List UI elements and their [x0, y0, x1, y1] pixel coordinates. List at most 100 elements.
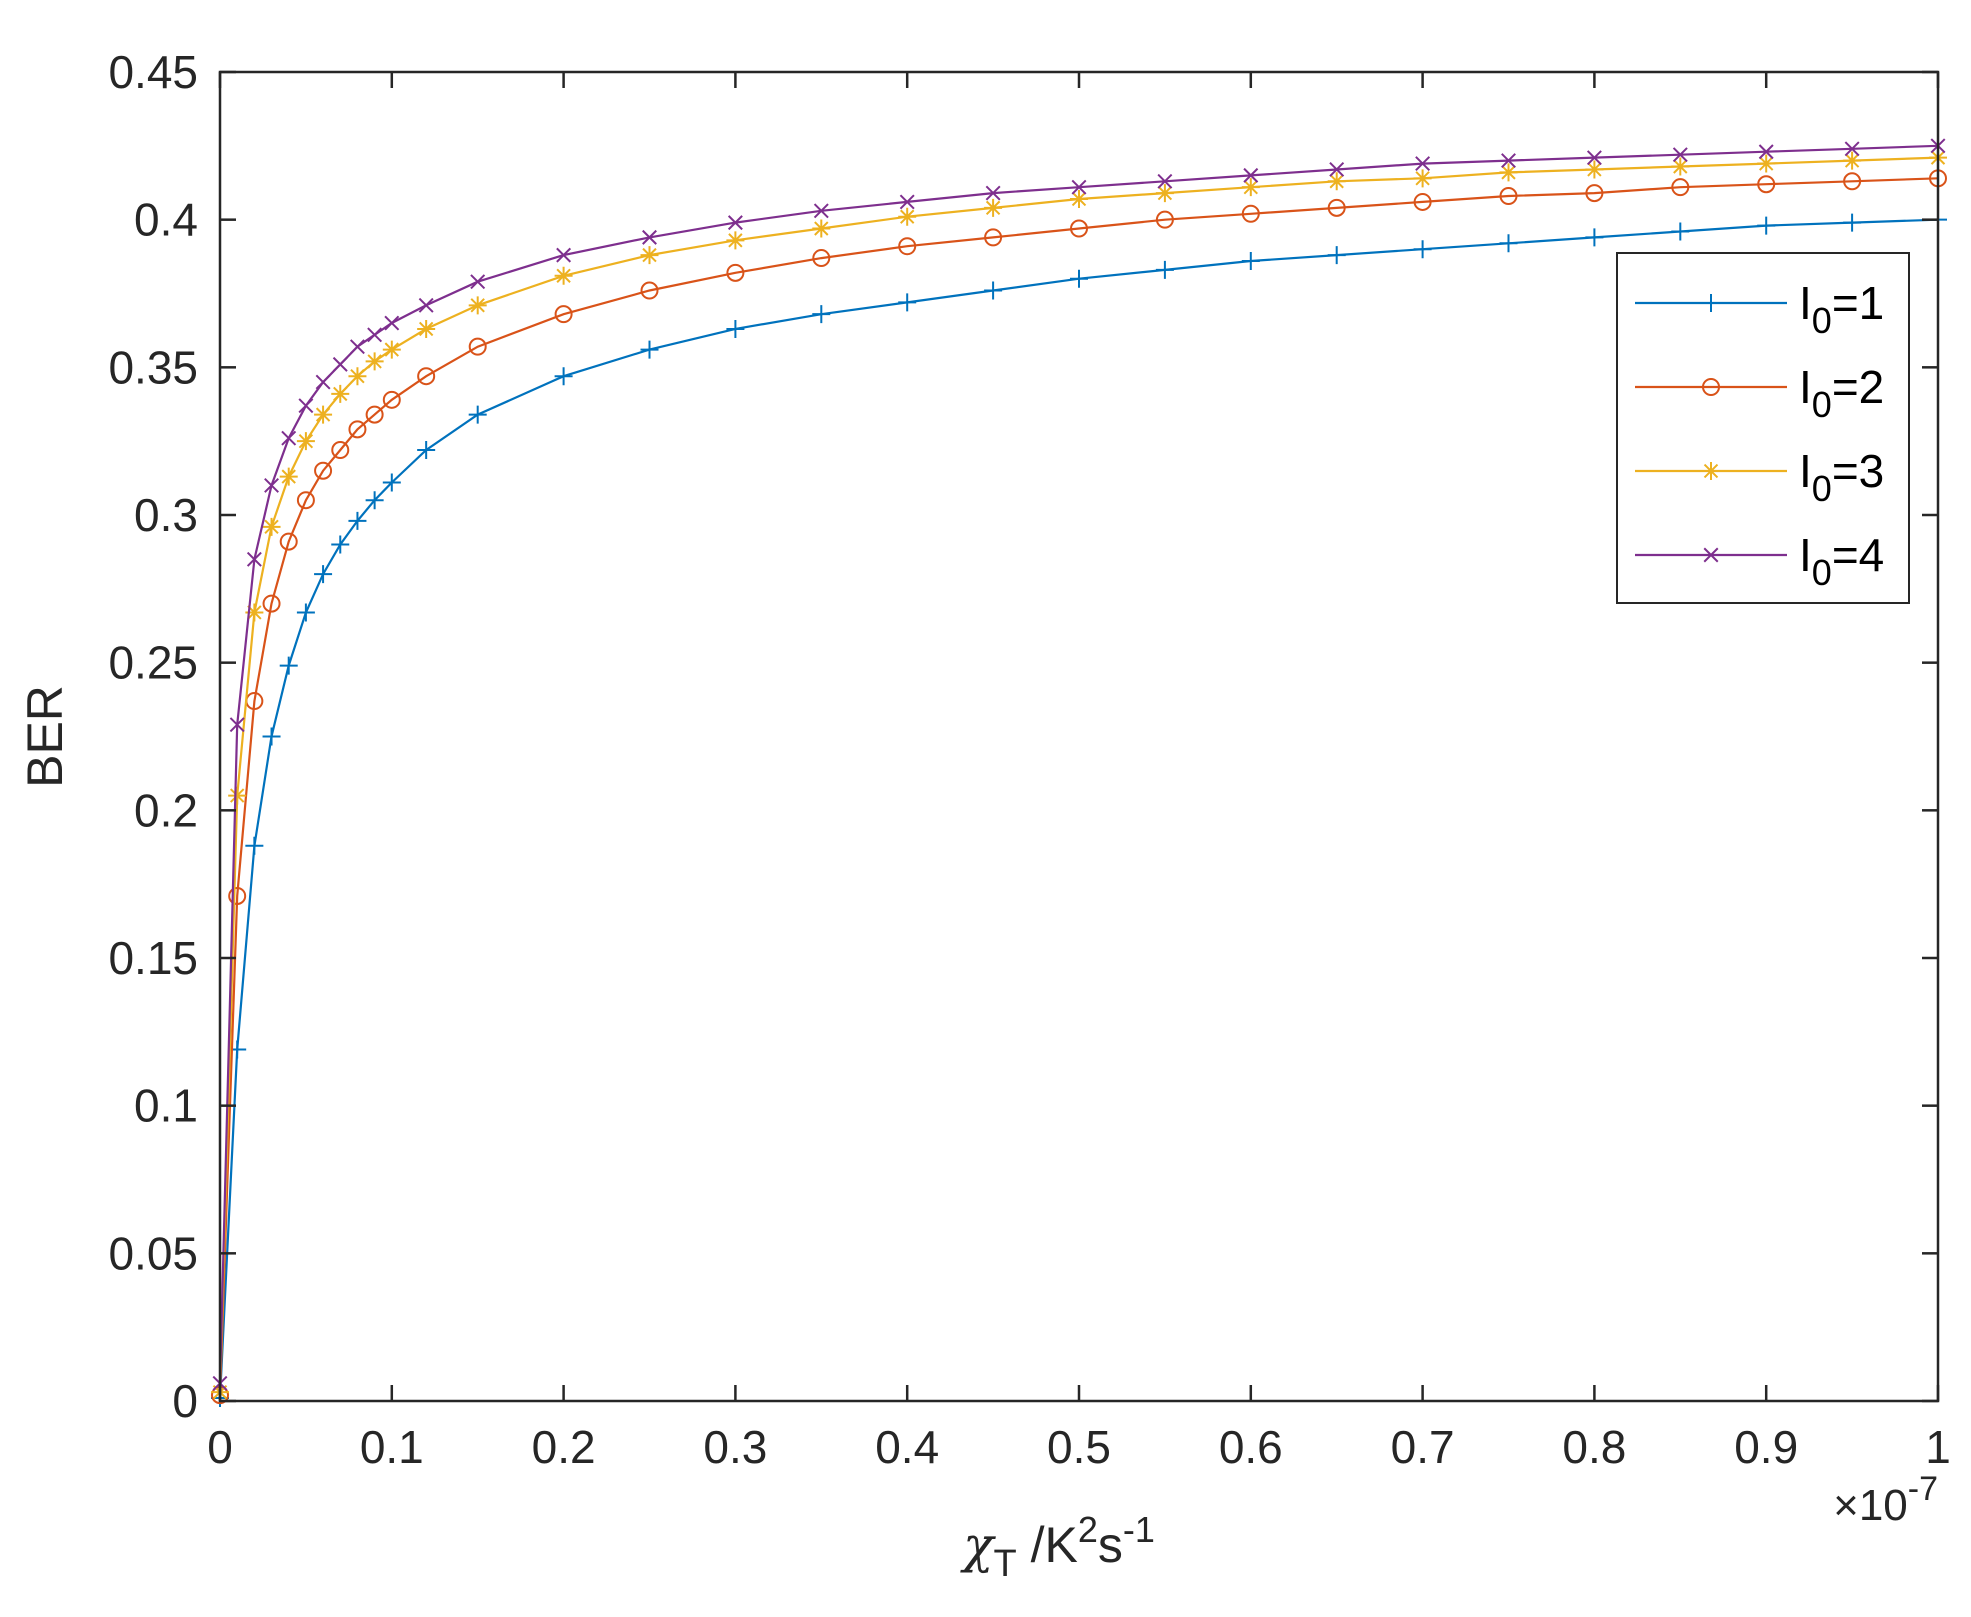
- series-point: [382, 340, 401, 359]
- series-point: [1327, 172, 1346, 191]
- series-point: [417, 441, 436, 460]
- series-point: [1241, 204, 1260, 223]
- series-point: [1757, 175, 1776, 194]
- legend-marker: [1702, 462, 1720, 480]
- x-axis-multiplier-exponent: -7: [1908, 1470, 1938, 1508]
- series-line: [218, 144, 1939, 1384]
- series-2: [211, 169, 1947, 1405]
- x-axis-multiplier: ×10-7: [1833, 1470, 1938, 1530]
- series-point: [279, 656, 298, 675]
- data-curves: [211, 138, 1947, 1408]
- series-point: [1671, 157, 1690, 176]
- x-tick-label: 0.1: [360, 1421, 424, 1473]
- series-point: [1843, 151, 1862, 170]
- series-point: [298, 398, 314, 414]
- series-point: [468, 337, 487, 356]
- legend-marker: [1702, 294, 1720, 312]
- axis-ticks: [218, 70, 1940, 1403]
- series-point: [262, 727, 281, 746]
- series-point: [367, 327, 383, 343]
- series-point: [1413, 169, 1432, 188]
- legend-marker: [1703, 547, 1719, 563]
- series-point: [726, 263, 745, 282]
- series-point: [554, 367, 573, 386]
- x-axis-unit-mid: s: [1098, 1517, 1123, 1573]
- x-tick-label: 0: [207, 1421, 233, 1473]
- series-line: [218, 156, 1939, 1393]
- series-point: [1501, 153, 1516, 169]
- series-point: [228, 886, 247, 905]
- legend-label-sub: 0: [1812, 384, 1832, 425]
- series-point: [1671, 222, 1690, 241]
- x-axis-unit-sup2: -1: [1123, 1509, 1155, 1550]
- series-point: [468, 405, 487, 424]
- series-point: [331, 384, 350, 403]
- series-point: [1243, 167, 1259, 183]
- series-point: [296, 432, 315, 451]
- legend-label-rest: =4: [1832, 529, 1884, 581]
- series-point: [984, 198, 1003, 217]
- x-tick-label: 0.3: [703, 1421, 767, 1473]
- series-point: [229, 717, 245, 733]
- series-point: [348, 420, 367, 439]
- series-point: [382, 473, 401, 492]
- y-tick-label: 0: [172, 1375, 198, 1427]
- legend-entry-2: I0=2: [1635, 361, 1884, 425]
- series-point: [262, 517, 281, 536]
- legend-label-main: I: [1799, 529, 1812, 581]
- legend-marker: [1702, 378, 1720, 396]
- series-3: [211, 148, 1947, 1402]
- x-tick-label: 0.8: [1562, 1421, 1626, 1473]
- tick-labels: 0 0.1 0.2 0.3 0.4 0.5 0.6 0.7 0.8 0.9 1 0 0.05 0.1 0.1…: [108, 46, 1950, 1473]
- series-point: [1586, 150, 1602, 166]
- y-tick-label: 0.05: [108, 1227, 198, 1279]
- series-point: [984, 281, 1003, 300]
- series-point: [348, 367, 367, 386]
- y-tick-label: 0.3: [134, 489, 198, 541]
- series-point: [1155, 260, 1174, 279]
- series-point: [314, 565, 333, 584]
- legend-box: [1616, 252, 1910, 604]
- series-point: [1671, 178, 1690, 197]
- y-tick-label: 0.2: [134, 784, 198, 836]
- series-point: [365, 352, 384, 371]
- series-point: [315, 374, 331, 390]
- legend-entry-1: I0=1: [1635, 277, 1884, 341]
- series-point: [812, 219, 831, 238]
- series-point: [1757, 154, 1776, 173]
- series-point: [314, 405, 333, 424]
- series-point: [348, 511, 367, 530]
- series-point: [349, 339, 365, 355]
- series-point: [1585, 160, 1604, 179]
- series-point: [1155, 184, 1174, 203]
- series-point: [554, 266, 573, 285]
- series-point: [726, 319, 745, 338]
- series-point: [246, 551, 262, 567]
- series-point: [365, 491, 384, 510]
- legend-label: I0=3: [1799, 445, 1884, 509]
- legend-label-sub: 0: [1812, 552, 1832, 593]
- series-point: [898, 293, 917, 312]
- series-point: [245, 603, 264, 622]
- series-point: [382, 390, 401, 409]
- series-point: [332, 356, 348, 372]
- series-point: [331, 441, 350, 460]
- series-point: [898, 207, 917, 226]
- series-point: [245, 836, 264, 855]
- series-line: [218, 218, 1939, 1399]
- series-point: [1757, 216, 1776, 235]
- series-1: [211, 210, 1947, 1408]
- series-point: [1672, 147, 1688, 163]
- series-point: [1155, 210, 1174, 229]
- legend: I0=1I0=2I0=3I0=4: [1616, 252, 1910, 604]
- series-point: [1843, 172, 1862, 191]
- series-point: [331, 535, 350, 554]
- series-point: [1327, 246, 1346, 265]
- legend-label: I0=4: [1799, 529, 1884, 593]
- series-point: [1070, 219, 1088, 238]
- y-tick-label: 0.25: [108, 637, 198, 689]
- series-point: [418, 297, 434, 313]
- series-point: [1070, 269, 1088, 288]
- x-tick-label: 1: [1925, 1421, 1951, 1473]
